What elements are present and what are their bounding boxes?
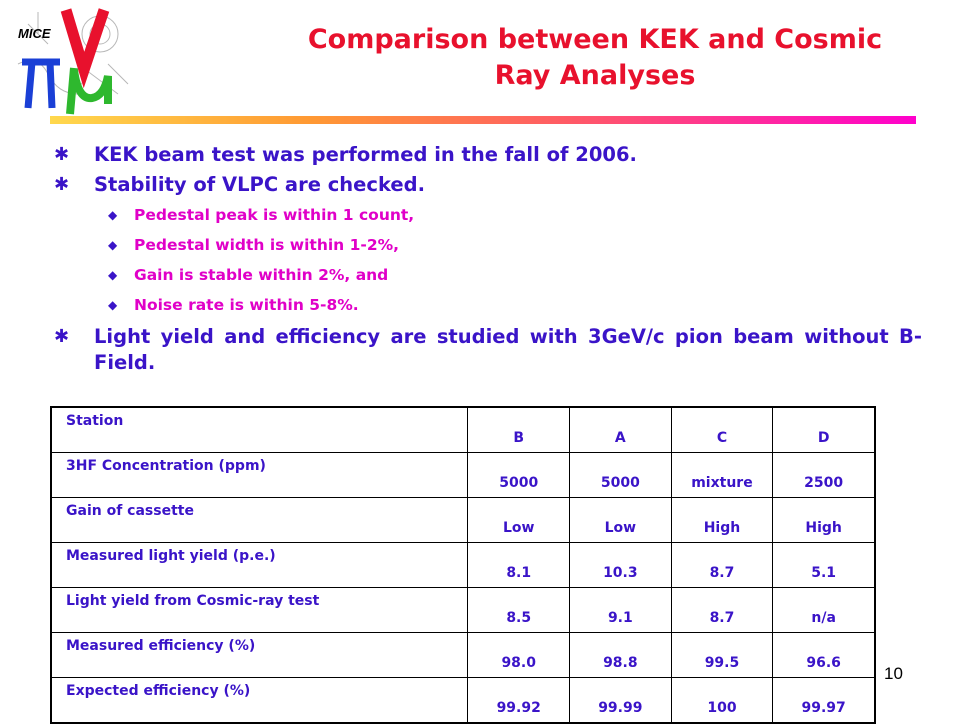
table-cell: 100 — [670, 677, 774, 724]
diamond-icon: ◆ — [108, 268, 118, 282]
sub-bullet-item: ◆ Pedestal width is within 1-2%, — [52, 230, 922, 260]
table-cell: C — [670, 406, 774, 453]
table-row: 3HF Concentration (ppm) 5000 5000 mixtur… — [50, 452, 876, 498]
mice-logo: MICE — [17, 8, 129, 115]
table-cell: 5.1 — [772, 542, 876, 588]
sub-bullet-text: Gain is stable within 2%, and — [134, 266, 389, 284]
table-cell: 99.97 — [772, 677, 876, 724]
table-row: Expected efficiency (%) 99.92 99.99 100 … — [50, 677, 876, 724]
title-divider — [50, 116, 916, 124]
title-line-1: Comparison between KEK and Cosmic — [307, 24, 883, 55]
table-cell: A — [569, 406, 672, 453]
bullet-item: ✱ Light yield and efficiency are studied… — [52, 324, 922, 376]
bullet-list: ✱ KEK beam test was performed in the fal… — [52, 140, 922, 376]
table-cell: 8.7 — [670, 542, 774, 588]
diamond-icon: ◆ — [108, 298, 118, 312]
sub-bullet-text: Noise rate is within 5-8%. — [134, 296, 359, 314]
table-cell: 10.3 — [569, 542, 672, 588]
row-label: Station — [50, 406, 469, 453]
bullet-item: ✱ Stability of VLPC are checked. — [52, 170, 922, 200]
row-label: Gain of cassette — [50, 497, 469, 543]
table-cell: Low — [569, 497, 672, 543]
table-cell: High — [670, 497, 774, 543]
table-cell: 96.6 — [772, 632, 876, 678]
sub-bullet-item: ◆ Noise rate is within 5-8%. — [52, 290, 922, 320]
bullet-marker-icon: ✱ — [54, 174, 70, 195]
table-cell: 8.7 — [670, 587, 774, 633]
table-row: Measured light yield (p.e.) 8.1 10.3 8.7… — [50, 542, 876, 588]
sub-bullet-text: Pedestal peak is within 1 count, — [134, 206, 415, 224]
bullet-text: Stability of VLPC are checked. — [94, 173, 425, 196]
title-line-2: Ray Analyses — [494, 60, 696, 91]
table-row: Station B A C D — [50, 406, 876, 453]
table-cell: D — [772, 406, 876, 453]
page-number: 10 — [884, 664, 903, 683]
slide-title: Comparison between KEK and Cosmic Ray An… — [250, 22, 940, 94]
comparison-table: Station B A C D 3HF Concentration (ppm) … — [50, 406, 876, 724]
bullet-marker-icon: ✱ — [54, 326, 70, 347]
table-row: Measured efficiency (%) 98.0 98.8 99.5 9… — [50, 632, 876, 678]
table-cell: 99.92 — [467, 677, 571, 724]
table-cell: 99.5 — [670, 632, 774, 678]
table-cell: 8.5 — [467, 587, 571, 633]
table-cell: High — [772, 497, 876, 543]
bullet-item: ✱ KEK beam test was performed in the fal… — [52, 140, 922, 170]
table-cell: 8.1 — [467, 542, 571, 588]
table-cell: n/a — [772, 587, 876, 633]
table-row: Light yield from Cosmic-ray test 8.5 9.1… — [50, 587, 876, 633]
logo-mice-text: MICE — [18, 26, 51, 41]
table-cell: 99.99 — [569, 677, 672, 724]
table-cell: 9.1 — [569, 587, 672, 633]
table-cell: Low — [467, 497, 571, 543]
row-label: Light yield from Cosmic-ray test — [50, 587, 469, 633]
sub-bullet-item: ◆ Pedestal peak is within 1 count, — [52, 200, 922, 230]
table-cell: 5000 — [467, 452, 571, 498]
diamond-icon: ◆ — [108, 208, 118, 222]
table-row: Gain of cassette Low Low High High — [50, 497, 876, 543]
row-label: Measured efficiency (%) — [50, 632, 469, 678]
table-cell: 98.0 — [467, 632, 571, 678]
sub-bullet-item: ◆ Gain is stable within 2%, and — [52, 260, 922, 290]
table-cell: 2500 — [772, 452, 876, 498]
table-cell: B — [467, 406, 571, 453]
bullet-marker-icon: ✱ — [54, 144, 70, 165]
row-label: Measured light yield (p.e.) — [50, 542, 469, 588]
bullet-text: KEK beam test was performed in the fall … — [94, 143, 637, 166]
table-cell: 98.8 — [569, 632, 672, 678]
row-label: 3HF Concentration (ppm) — [50, 452, 469, 498]
bullet-text: Light yield and efficiency are studied w… — [94, 325, 922, 374]
sub-bullet-text: Pedestal width is within 1-2%, — [134, 236, 400, 254]
table-cell: mixture — [670, 452, 774, 498]
row-label: Expected efficiency (%) — [50, 677, 469, 724]
table-cell: 5000 — [569, 452, 672, 498]
diamond-icon: ◆ — [108, 238, 118, 252]
